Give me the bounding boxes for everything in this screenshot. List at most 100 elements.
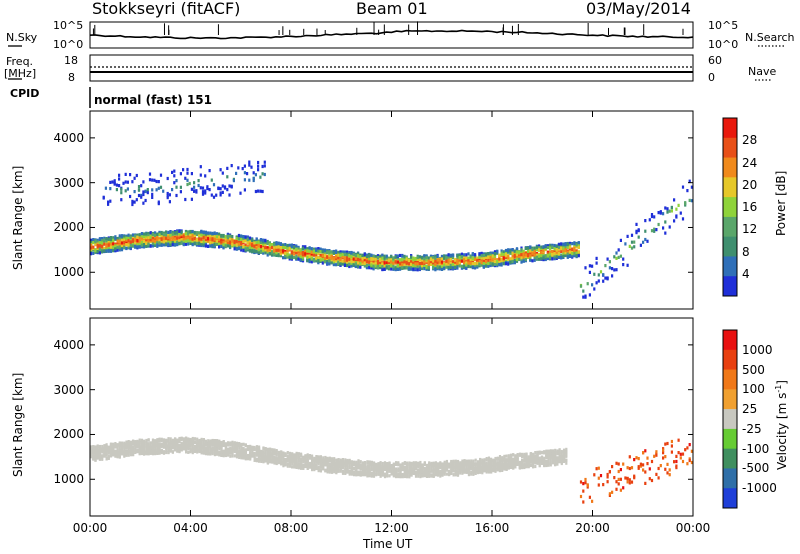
heatmap-cell xyxy=(502,250,505,254)
heatmap-cell xyxy=(361,257,364,261)
heatmap-cell xyxy=(211,442,214,446)
heatmap-cell xyxy=(213,240,216,244)
heatmap-cell xyxy=(568,245,572,249)
heatmap-cell xyxy=(213,444,216,448)
heatmap-cell xyxy=(257,251,260,255)
heatmap-cell xyxy=(383,254,386,258)
heatmap-cell xyxy=(686,189,689,193)
heatmap-cell xyxy=(220,441,223,445)
heatmap-cell xyxy=(343,252,346,257)
heatmap-cell xyxy=(368,260,371,264)
heatmap-cell xyxy=(180,448,183,452)
heatmap-cell xyxy=(562,254,565,258)
heatmap-cell xyxy=(622,263,625,267)
heatmap-cell xyxy=(145,445,148,449)
heatmap-cell xyxy=(571,247,574,251)
heatmap-cell xyxy=(560,256,563,260)
heatmap-cell xyxy=(321,261,324,265)
heatmap-cell xyxy=(553,254,556,258)
heatmap-cell xyxy=(218,237,221,241)
heatmap-cell xyxy=(242,244,245,249)
heatmap-cell xyxy=(273,461,276,465)
heatmap-cell xyxy=(313,463,316,467)
heatmap-cell xyxy=(311,454,314,458)
heatmap-cell xyxy=(116,245,119,249)
heatmap-cell xyxy=(268,243,271,247)
heatmap-cell xyxy=(193,237,196,241)
heatmap-cell xyxy=(142,180,145,184)
heatmap-cell xyxy=(176,449,179,453)
heatmap-cell xyxy=(288,255,291,259)
heatmap-cell xyxy=(339,259,342,264)
heatmap-cell xyxy=(211,240,214,245)
heatmap-cell xyxy=(145,441,148,446)
heatmap-cell xyxy=(664,206,667,210)
heatmap-cell xyxy=(529,252,532,256)
heatmap-cell xyxy=(173,169,176,173)
heatmap-cell xyxy=(354,254,357,258)
heatmap-cell xyxy=(238,455,241,459)
heatmap-cell xyxy=(127,243,130,247)
heatmap-cell xyxy=(156,440,159,444)
heatmap-cell xyxy=(297,249,300,253)
heatmap-cell xyxy=(145,438,148,443)
heatmap-cell xyxy=(458,261,461,265)
heatmap-cell xyxy=(544,257,547,262)
heatmap-cell xyxy=(240,445,243,449)
heatmap-cell xyxy=(421,261,424,265)
heatmap-cell xyxy=(337,260,340,264)
heatmap-cell xyxy=(259,245,263,249)
heatmap-cell xyxy=(176,232,179,236)
heatmap-cell xyxy=(549,246,552,250)
heatmap-cell xyxy=(193,241,196,245)
heatmap-cell xyxy=(531,259,534,263)
heatmap-cell xyxy=(158,437,161,441)
heatmap-cell xyxy=(540,251,543,256)
heatmap-cell xyxy=(149,244,152,248)
heatmap-cell xyxy=(577,245,580,250)
heatmap-cell xyxy=(125,236,128,240)
heatmap-cell xyxy=(184,236,188,240)
heatmap-cell xyxy=(223,186,227,190)
heatmap-cell xyxy=(195,190,198,194)
heatmap-cell xyxy=(235,441,239,445)
heatmap-cell xyxy=(531,251,534,255)
heatmap-cell xyxy=(310,247,313,251)
heatmap-cell xyxy=(504,248,508,253)
heatmap-cell xyxy=(363,252,366,256)
heatmap-cell xyxy=(248,163,251,167)
heatmap-cell xyxy=(120,248,124,252)
heatmap-cell xyxy=(154,446,157,450)
heatmap-cell xyxy=(143,232,146,236)
heatmap-cell xyxy=(482,265,485,269)
heatmap-cell xyxy=(112,238,115,243)
heatmap-cell xyxy=(443,266,446,270)
heatmap-cell xyxy=(591,283,594,287)
heatmap-cell xyxy=(124,172,127,176)
heatmap-cell xyxy=(538,248,541,252)
heatmap-cell xyxy=(328,256,331,260)
heatmap-cell xyxy=(180,443,183,447)
heatmap-cell xyxy=(308,465,311,469)
heatmap-cell xyxy=(171,439,174,443)
heatmap-cell xyxy=(185,450,188,454)
heatmap-cell xyxy=(271,454,274,458)
heatmap-cell xyxy=(533,258,536,262)
heatmap-cell xyxy=(142,190,145,194)
heatmap-cell xyxy=(143,450,146,454)
heatmap-cell xyxy=(315,259,318,263)
heatmap-cell xyxy=(154,236,157,240)
heatmap-cell xyxy=(352,263,355,267)
heatmap-cell xyxy=(513,249,516,253)
heatmap-cell xyxy=(158,448,161,452)
heatmap-cell xyxy=(498,257,501,261)
heatmap-cell xyxy=(487,255,490,259)
heatmap-cell xyxy=(451,253,455,257)
heatmap-cell xyxy=(169,446,172,450)
heatmap-cell xyxy=(182,234,185,238)
heatmap-cell xyxy=(143,239,146,244)
heatmap-cell xyxy=(451,267,455,271)
heatmap-cell xyxy=(129,246,132,250)
heatmap-cell xyxy=(507,255,510,259)
heatmap-cell xyxy=(301,257,305,261)
